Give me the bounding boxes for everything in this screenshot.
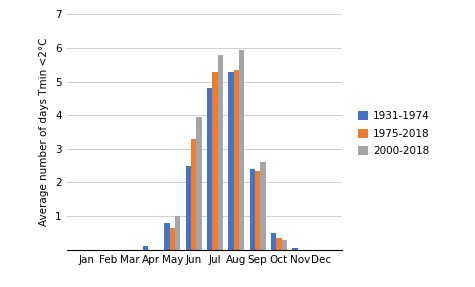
Bar <box>164 224 170 250</box>
Bar <box>276 238 282 250</box>
Bar <box>170 228 175 250</box>
Y-axis label: Average number of days Tmin <2°C: Average number of days Tmin <2°C <box>39 38 49 226</box>
Bar <box>143 246 148 250</box>
Bar <box>282 240 287 250</box>
Bar <box>260 162 266 250</box>
Bar <box>212 71 218 250</box>
Bar <box>234 70 239 250</box>
Bar <box>186 166 191 250</box>
Bar <box>175 216 180 250</box>
Bar <box>292 248 297 250</box>
Bar <box>207 88 212 250</box>
Bar <box>239 50 244 250</box>
Bar <box>228 71 234 250</box>
Bar <box>255 171 260 250</box>
Bar <box>271 233 276 250</box>
Bar <box>218 55 223 250</box>
Bar <box>196 117 201 250</box>
Bar <box>249 169 255 250</box>
Bar <box>191 139 196 250</box>
Legend: 1931-1974, 1975-2018, 2000-2018: 1931-1974, 1975-2018, 2000-2018 <box>355 109 432 158</box>
